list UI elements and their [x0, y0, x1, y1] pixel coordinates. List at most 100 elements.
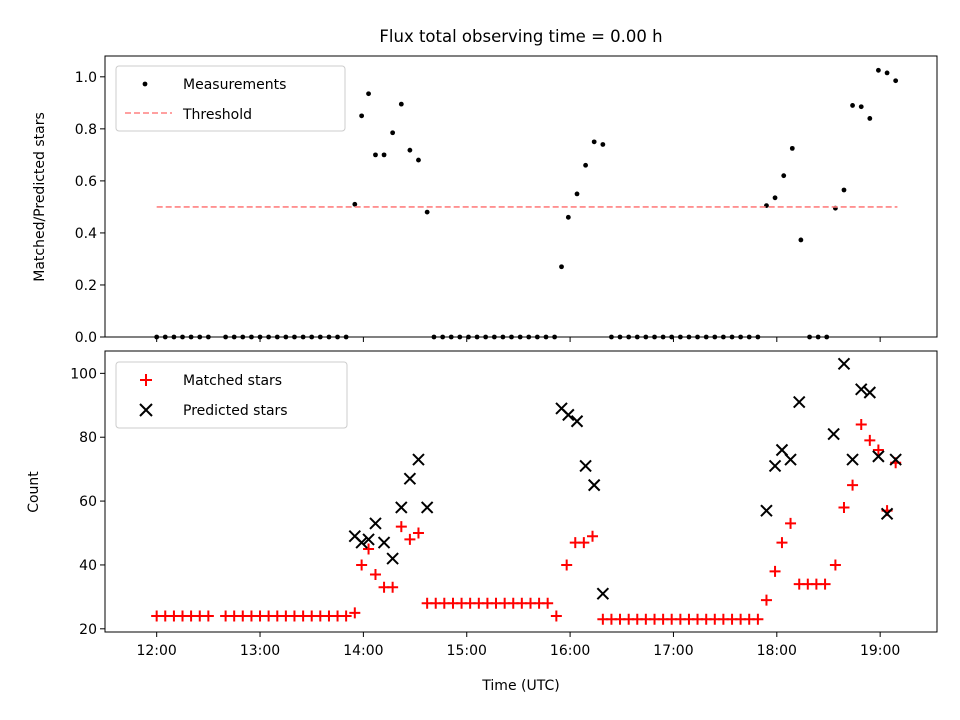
y-tick-label: 80 [79, 430, 97, 446]
predicted-star-point [395, 501, 408, 514]
predicted-star-point [863, 386, 877, 399]
x-tick-label: 14:00 [343, 643, 383, 659]
predicted-star-point [369, 517, 382, 530]
measurement-point [591, 139, 597, 145]
matched-star-point [550, 610, 562, 622]
y-tick-label: 60 [79, 494, 97, 510]
bottom-y-axis-label: Count [26, 471, 42, 513]
matched-star-point [561, 559, 573, 571]
legend-threshold-label: Threshold [182, 107, 252, 123]
bottom-plot-axes: 20 40 60 80 100 12:00 13:00 14:00 15:00 16:00 17:0… [70, 366, 900, 659]
matched-star-point [760, 594, 772, 606]
x-tick-label: 15:00 [447, 643, 487, 659]
bottom-legend: Matched stars Predicted stars [115, 361, 348, 429]
predicted-star-point [386, 552, 399, 565]
matched-star-point [847, 479, 859, 491]
measurement-point [407, 147, 413, 153]
predicted-star-point [889, 453, 902, 466]
bottom-plot-panel: 20 40 60 80 100 12:00 13:00 14:00 15:00 16:00 17:0… [26, 350, 938, 694]
predicted-star-point [403, 472, 417, 485]
matched-star-point [829, 559, 841, 571]
predicted-star-point [872, 450, 885, 463]
y-tick-label: 0.0 [75, 330, 97, 346]
predicted-star-point [412, 453, 425, 466]
bottom-plot-frame [104, 350, 938, 633]
matched-star-point [838, 501, 850, 513]
legend-measurements-marker [142, 81, 148, 87]
predicted-star-point [570, 415, 584, 428]
matched-star-point [356, 559, 368, 571]
predicted-star-point [362, 533, 375, 546]
predicted-star-point [880, 507, 894, 521]
matched-star-point [587, 530, 599, 542]
measurement-point [583, 162, 588, 168]
matched-star-point [404, 533, 416, 545]
y-tick-label: 0.8 [75, 122, 97, 138]
predicted-star-point [587, 478, 601, 492]
measurement-point [559, 264, 564, 270]
matched-star-point [578, 537, 590, 549]
top-legend: Measurements Threshold [115, 65, 346, 132]
measurement-point [373, 152, 378, 158]
measurement-point [772, 195, 778, 201]
chart-title: Flux total observing time = 0.00 h [379, 27, 662, 46]
matched-star-point [785, 517, 797, 529]
legend-predicted-marker [139, 403, 153, 417]
top-plot-frame [104, 55, 938, 338]
measurement-point [574, 191, 580, 197]
predicted-star-point [827, 427, 840, 441]
measurement-point [359, 113, 365, 119]
top-plot-axes: 0.0 0.2 0.4 0.6 0.8 1.0 [75, 70, 881, 346]
top-plot-data [154, 67, 899, 340]
matched-star-point [387, 581, 399, 593]
measurement-point [366, 91, 371, 97]
y-tick-label: 0.2 [75, 278, 97, 294]
matched-star-point [776, 537, 788, 549]
measurement-point [867, 116, 873, 121]
predicted-star-point [837, 357, 851, 370]
matched-star-point [855, 418, 867, 430]
measurement-point [390, 130, 396, 136]
matched-star-point [202, 610, 214, 622]
measurement-point [398, 101, 404, 107]
measurement-point [850, 103, 855, 108]
predicted-star-point [768, 459, 782, 473]
measurement-point [789, 145, 795, 151]
matched-star-point [412, 527, 424, 539]
y-tick-label: 0.6 [75, 174, 97, 190]
predicted-star-point [784, 453, 797, 466]
matched-star-point [819, 578, 831, 590]
x-tick-label: 16:00 [550, 643, 590, 659]
legend-matched-label: Matched stars [183, 373, 282, 389]
measurement-point [893, 78, 899, 84]
measurement-point [884, 70, 890, 76]
measurement-point [875, 67, 881, 73]
y-tick-label: 20 [79, 622, 97, 638]
predicted-star-point [579, 459, 592, 473]
legend-predicted-label: Predicted stars [183, 403, 288, 419]
measurement-point [381, 152, 387, 158]
top-plot-panel: Flux total observing time = 0.00 h 0.0 0.… [32, 27, 938, 346]
matched-star-point [363, 543, 375, 555]
measurement-point [858, 104, 864, 110]
top-y-axis-label: Matched/Predicted stars [32, 112, 48, 282]
measurement-point [416, 157, 421, 163]
matched-star-point [864, 434, 876, 446]
y-tick-label: 100 [70, 366, 97, 382]
x-tick-label: 19:00 [860, 643, 900, 659]
measurement-point [600, 142, 606, 147]
matched-star-point [369, 569, 381, 581]
y-tick-label: 40 [79, 558, 97, 574]
predicted-star-point [596, 587, 610, 600]
x-tick-label: 18:00 [757, 643, 797, 659]
predicted-star-point [855, 383, 868, 396]
y-tick-label: 0.4 [75, 226, 97, 242]
matched-star-point [769, 565, 781, 577]
measurement-point [565, 214, 571, 220]
top-legend-box [115, 65, 346, 132]
x-tick-label: 12:00 [136, 643, 176, 659]
x-tick-label: 17:00 [653, 643, 693, 659]
matched-star-point [349, 607, 361, 619]
predicted-star-point [793, 395, 806, 409]
